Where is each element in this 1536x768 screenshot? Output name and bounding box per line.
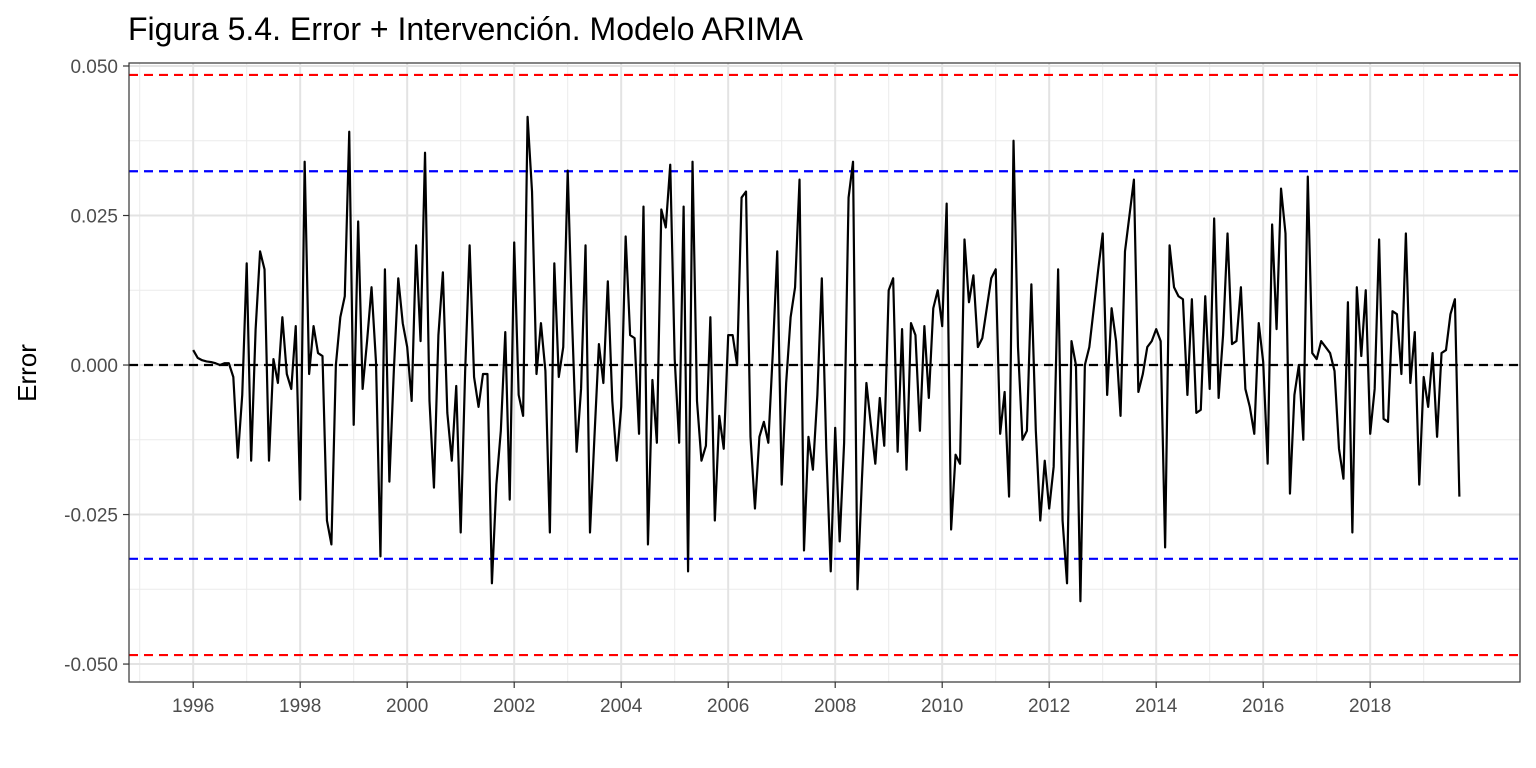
y-axis-label: Error bbox=[12, 344, 42, 402]
y-axis: 0.050 0.025 0.000 -0.025 -0.050 bbox=[64, 57, 129, 676]
x-tick-label: 2010 bbox=[921, 696, 963, 717]
x-tick-label: 2006 bbox=[707, 696, 749, 717]
chart-title: Figura 5.4. Error + Intervención. Modelo… bbox=[128, 11, 804, 47]
y-tick-label: 0.025 bbox=[70, 207, 118, 228]
x-tick-label: 2004 bbox=[600, 696, 643, 717]
plot-border bbox=[128, 62, 1521, 683]
x-tick-label: 2016 bbox=[1242, 696, 1284, 717]
x-tick-label: 1998 bbox=[279, 696, 321, 717]
y-tick-label: -0.050 bbox=[64, 655, 118, 676]
y-tick-label: 0.000 bbox=[70, 356, 118, 377]
x-tick-label: 2012 bbox=[1028, 696, 1070, 717]
x-tick-label: 2002 bbox=[493, 696, 535, 717]
series-layer bbox=[192, 115, 1461, 603]
x-tick-label: 2008 bbox=[814, 696, 856, 717]
x-tick-label: 1996 bbox=[172, 696, 214, 717]
x-tick-label: 2000 bbox=[386, 696, 428, 717]
x-axis: 1996 1998 2000 2002 2004 2006 2008 2010 2012 2014… bbox=[172, 682, 1391, 717]
series-line bbox=[192, 115, 1461, 603]
x-tick-label: 2018 bbox=[1349, 696, 1391, 717]
y-tick-label: 0.050 bbox=[70, 57, 118, 78]
x-tick-label: 2014 bbox=[1135, 696, 1178, 717]
y-tick-label: -0.025 bbox=[64, 506, 118, 527]
